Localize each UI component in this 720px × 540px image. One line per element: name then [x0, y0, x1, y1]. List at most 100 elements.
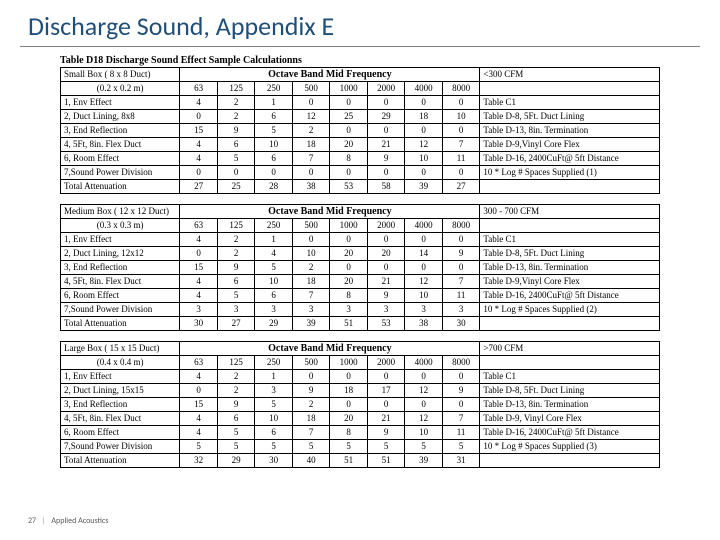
row-label: 6, Room Effect	[61, 152, 180, 166]
row-label: 2, Duct Lining, 8x8	[61, 110, 180, 124]
cell-reference: Table C1	[480, 233, 660, 247]
table-row: 7,Sound Power Division0000000010 * Log #…	[61, 166, 660, 180]
table-row: 3, End Reflection159520000Table D-13, 8i…	[61, 124, 660, 138]
row-label: 6, Room Effect	[61, 289, 180, 303]
cell-reference: Table D-16, 2400CuFt@ 5ft Distance	[480, 426, 660, 440]
cell-value: 6	[217, 412, 255, 426]
cell-reference	[480, 180, 660, 194]
cell-value: 21	[367, 412, 405, 426]
cell-value: 8	[330, 289, 368, 303]
cell-value: 2	[217, 110, 255, 124]
cell-value: 0	[442, 261, 480, 275]
cell-value: 25	[217, 180, 255, 194]
cell-value: 3	[367, 303, 405, 317]
freq-col-header: 8000	[442, 356, 480, 370]
cell-value: 5	[255, 398, 293, 412]
cell-value: 0	[330, 124, 368, 138]
cell-value: 0	[405, 398, 443, 412]
cell-value: 0	[367, 166, 405, 180]
cell-value: 51	[330, 317, 368, 331]
cell-value: 4	[180, 370, 218, 384]
cell-value: 10	[255, 138, 293, 152]
cell-value: 0	[367, 370, 405, 384]
cell-value: 18	[292, 412, 330, 426]
box-dims: (0.3 x 0.3 m)	[61, 219, 180, 233]
cell-value: 4	[180, 152, 218, 166]
cell-value: 5	[367, 440, 405, 454]
cell-value: 0	[405, 166, 443, 180]
cell-value: 2	[292, 124, 330, 138]
cell-value: 10	[442, 110, 480, 124]
cell-value: 5	[217, 426, 255, 440]
cell-value: 5	[180, 440, 218, 454]
cell-value: 0	[367, 233, 405, 247]
freq-col-header: 500	[292, 356, 330, 370]
cell-value: 7	[442, 138, 480, 152]
cell-reference	[480, 454, 660, 468]
cell-value: 7	[292, 426, 330, 440]
cell-value: 30	[442, 317, 480, 331]
box-desc: Large Box ( 15 x 15 Duct)	[61, 342, 180, 356]
cell-value: 18	[292, 275, 330, 289]
cell-value: 4	[180, 233, 218, 247]
table-row: 3, End Reflection159520000Table D-13, 8i…	[61, 261, 660, 275]
cell-value: 7	[442, 412, 480, 426]
cell-value: 0	[330, 261, 368, 275]
cell-value: 0	[405, 96, 443, 110]
table-block: Medium Box ( 12 x 12 Duct)Octave Band Mi…	[60, 204, 660, 331]
cell-value: 10	[405, 152, 443, 166]
cell-value: 3	[330, 303, 368, 317]
row-label: 1, Env Effect	[61, 233, 180, 247]
ref-header-empty	[480, 356, 660, 370]
cell-value: 9	[442, 384, 480, 398]
cell-value: 5	[442, 440, 480, 454]
row-label: 7,Sound Power Division	[61, 166, 180, 180]
cell-value: 3	[292, 303, 330, 317]
cell-value: 7	[292, 152, 330, 166]
freq-col-header: 63	[180, 356, 218, 370]
ref-header-empty	[480, 219, 660, 233]
cell-value: 3	[405, 303, 443, 317]
cell-reference: Table D-8, 5Ft. Duct Lining	[480, 110, 660, 124]
row-label: 1, Env Effect	[61, 96, 180, 110]
table-caption: Table D18 Discharge Sound Effect Sample …	[60, 55, 660, 66]
table-row: 2, Duct Lining, 15x1502391817129Table D-…	[61, 384, 660, 398]
cell-value: 9	[217, 261, 255, 275]
cell-reference: Table D-16, 2400CuFt@ 5ft Distance	[480, 152, 660, 166]
freq-col-header: 4000	[405, 82, 443, 96]
cell-value: 5	[292, 440, 330, 454]
cell-value: 5	[217, 289, 255, 303]
cell-value: 0	[367, 96, 405, 110]
cell-value: 39	[405, 454, 443, 468]
cell-value: 4	[180, 138, 218, 152]
freq-col-header: 250	[255, 219, 293, 233]
cell-value: 5	[255, 261, 293, 275]
cell-value: 29	[217, 454, 255, 468]
cell-value: 20	[330, 275, 368, 289]
cell-value: 53	[330, 180, 368, 194]
cell-value: 39	[292, 317, 330, 331]
cell-value: 20	[330, 138, 368, 152]
cell-value: 5	[330, 440, 368, 454]
cell-value: 0	[255, 166, 293, 180]
footer-sep: |	[42, 516, 46, 526]
table-row: 6, Room Effect4567891011Table D-16, 2400…	[61, 426, 660, 440]
cell-value: 0	[292, 233, 330, 247]
freq-col-header: 8000	[442, 82, 480, 96]
row-label: Total Attenuation	[61, 454, 180, 468]
cell-value: 9	[367, 152, 405, 166]
cell-value: 20	[330, 412, 368, 426]
cell-value: 4	[180, 275, 218, 289]
cell-reference: Table D-9, Vinyl Core Flex	[480, 412, 660, 426]
cell-value: 3	[442, 303, 480, 317]
cell-value: 8	[330, 426, 368, 440]
cell-value: 15	[180, 261, 218, 275]
freq-col-header: 250	[255, 356, 293, 370]
cell-reference: Table D-8, 5Ft. Duct Lining	[480, 384, 660, 398]
row-label: Total Attenuation	[61, 317, 180, 331]
page-title: Discharge Sound, Appendix E	[0, 0, 720, 46]
cell-value: 38	[405, 317, 443, 331]
row-label: 3, End Reflection	[61, 261, 180, 275]
octave-header: Octave Band Mid Frequency	[180, 205, 480, 219]
cell-value: 9	[367, 289, 405, 303]
